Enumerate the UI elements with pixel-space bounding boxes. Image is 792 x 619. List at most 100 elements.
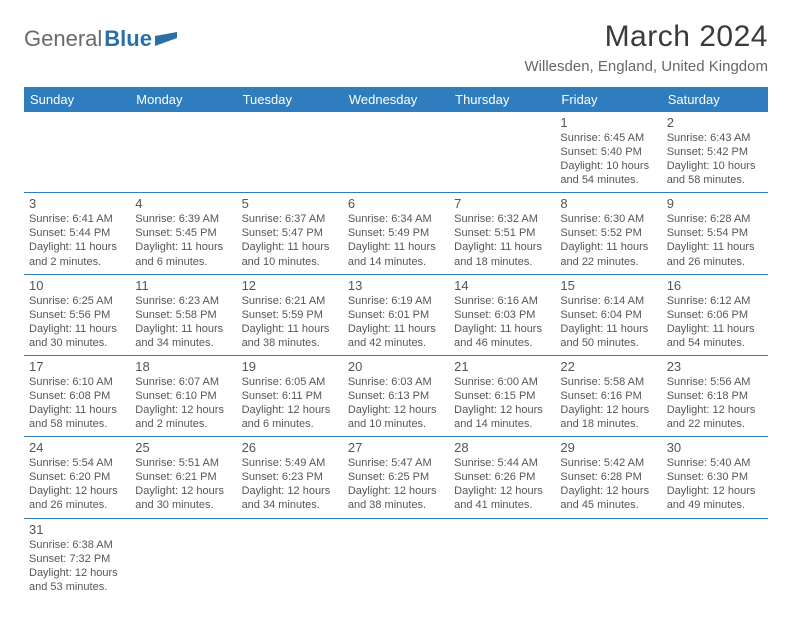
day-number: 14 — [454, 278, 550, 293]
day-detail: Daylight: 10 hours — [560, 159, 656, 173]
day-detail: Sunset: 5:56 PM — [29, 308, 125, 322]
day-detail: Daylight: 11 hours — [454, 322, 550, 336]
day-cell: 4Sunrise: 6:39 AMSunset: 5:45 PMDaylight… — [130, 193, 236, 274]
day-detail: Sunrise: 5:56 AM — [667, 375, 763, 389]
day-cell: 14Sunrise: 6:16 AMSunset: 6:03 PMDayligh… — [449, 274, 555, 355]
day-number: 16 — [667, 278, 763, 293]
weekday-header: Tuesday — [237, 87, 343, 112]
day-number: 21 — [454, 359, 550, 374]
day-detail: and 30 minutes. — [135, 498, 231, 512]
day-detail: Sunrise: 6:05 AM — [242, 375, 338, 389]
day-detail: Daylight: 11 hours — [454, 240, 550, 254]
day-cell: 13Sunrise: 6:19 AMSunset: 6:01 PMDayligh… — [343, 274, 449, 355]
day-cell: 9Sunrise: 6:28 AMSunset: 5:54 PMDaylight… — [662, 193, 768, 274]
day-number: 15 — [560, 278, 656, 293]
day-detail: and 30 minutes. — [29, 336, 125, 350]
day-cell: 29Sunrise: 5:42 AMSunset: 6:28 PMDayligh… — [555, 437, 661, 518]
day-number: 1 — [560, 115, 656, 130]
day-number: 23 — [667, 359, 763, 374]
day-number: 27 — [348, 440, 444, 455]
day-number: 8 — [560, 196, 656, 211]
day-detail: Sunset: 5:42 PM — [667, 145, 763, 159]
week-row: 31Sunrise: 6:38 AMSunset: 7:32 PMDayligh… — [24, 518, 768, 599]
day-detail: Daylight: 11 hours — [560, 240, 656, 254]
day-detail: Sunset: 6:18 PM — [667, 389, 763, 403]
day-detail: and 54 minutes. — [560, 173, 656, 187]
day-cell: 7Sunrise: 6:32 AMSunset: 5:51 PMDaylight… — [449, 193, 555, 274]
day-number: 7 — [454, 196, 550, 211]
day-detail: and 18 minutes. — [560, 417, 656, 431]
day-cell: 23Sunrise: 5:56 AMSunset: 6:18 PMDayligh… — [662, 355, 768, 436]
week-row: 3Sunrise: 6:41 AMSunset: 5:44 PMDaylight… — [24, 193, 768, 274]
day-detail: Sunrise: 6:25 AM — [29, 294, 125, 308]
weekday-row: Sunday Monday Tuesday Wednesday Thursday… — [24, 87, 768, 112]
day-cell: 16Sunrise: 6:12 AMSunset: 6:06 PMDayligh… — [662, 274, 768, 355]
day-number: 5 — [242, 196, 338, 211]
day-detail: Sunrise: 6:07 AM — [135, 375, 231, 389]
day-detail: Sunset: 6:23 PM — [242, 470, 338, 484]
day-detail: Sunrise: 5:51 AM — [135, 456, 231, 470]
day-detail: Sunset: 6:10 PM — [135, 389, 231, 403]
day-detail: Daylight: 11 hours — [242, 240, 338, 254]
day-detail: Sunrise: 6:03 AM — [348, 375, 444, 389]
day-detail: Sunset: 6:21 PM — [135, 470, 231, 484]
day-detail: Sunset: 6:04 PM — [560, 308, 656, 322]
day-cell — [343, 518, 449, 599]
day-number: 12 — [242, 278, 338, 293]
logo: General Blue — [24, 20, 177, 54]
day-number: 13 — [348, 278, 444, 293]
day-cell: 5Sunrise: 6:37 AMSunset: 5:47 PMDaylight… — [237, 193, 343, 274]
day-detail: and 53 minutes. — [29, 580, 125, 594]
day-detail: Sunset: 5:40 PM — [560, 145, 656, 159]
day-number: 19 — [242, 359, 338, 374]
weekday-header: Thursday — [449, 87, 555, 112]
day-cell: 15Sunrise: 6:14 AMSunset: 6:04 PMDayligh… — [555, 274, 661, 355]
day-cell: 6Sunrise: 6:34 AMSunset: 5:49 PMDaylight… — [343, 193, 449, 274]
weekday-header: Wednesday — [343, 87, 449, 112]
day-detail: Daylight: 11 hours — [29, 322, 125, 336]
week-row: 10Sunrise: 6:25 AMSunset: 5:56 PMDayligh… — [24, 274, 768, 355]
day-number: 4 — [135, 196, 231, 211]
day-cell: 20Sunrise: 6:03 AMSunset: 6:13 PMDayligh… — [343, 355, 449, 436]
day-number: 30 — [667, 440, 763, 455]
day-detail: Daylight: 11 hours — [135, 322, 231, 336]
day-detail: and 22 minutes. — [560, 255, 656, 269]
day-number: 22 — [560, 359, 656, 374]
weekday-header: Saturday — [662, 87, 768, 112]
day-detail: Sunset: 6:01 PM — [348, 308, 444, 322]
day-number: 18 — [135, 359, 231, 374]
day-detail: and 41 minutes. — [454, 498, 550, 512]
day-detail: Daylight: 11 hours — [348, 322, 444, 336]
day-detail: Sunrise: 5:40 AM — [667, 456, 763, 470]
day-cell: 18Sunrise: 6:07 AMSunset: 6:10 PMDayligh… — [130, 355, 236, 436]
day-detail: Sunset: 5:45 PM — [135, 226, 231, 240]
day-number: 26 — [242, 440, 338, 455]
logo-text-1: General — [24, 26, 102, 52]
day-detail: Sunrise: 5:47 AM — [348, 456, 444, 470]
day-detail: Sunset: 7:32 PM — [29, 552, 125, 566]
day-detail: Sunset: 6:03 PM — [454, 308, 550, 322]
day-detail: Daylight: 12 hours — [667, 484, 763, 498]
day-detail: Sunrise: 5:54 AM — [29, 456, 125, 470]
day-detail: Daylight: 12 hours — [560, 484, 656, 498]
day-detail: Sunset: 5:44 PM — [29, 226, 125, 240]
day-cell — [130, 112, 236, 193]
day-detail: and 38 minutes. — [348, 498, 444, 512]
day-detail: Daylight: 11 hours — [667, 240, 763, 254]
day-number: 25 — [135, 440, 231, 455]
day-detail: Sunrise: 6:16 AM — [454, 294, 550, 308]
day-detail: and 49 minutes. — [667, 498, 763, 512]
day-detail: Sunset: 6:08 PM — [29, 389, 125, 403]
day-detail: Sunrise: 5:58 AM — [560, 375, 656, 389]
day-detail: and 26 minutes. — [667, 255, 763, 269]
day-detail: Sunrise: 6:38 AM — [29, 538, 125, 552]
week-row: 24Sunrise: 5:54 AMSunset: 6:20 PMDayligh… — [24, 437, 768, 518]
day-cell: 19Sunrise: 6:05 AMSunset: 6:11 PMDayligh… — [237, 355, 343, 436]
day-cell: 24Sunrise: 5:54 AMSunset: 6:20 PMDayligh… — [24, 437, 130, 518]
day-detail: and 34 minutes. — [242, 498, 338, 512]
weekday-header: Sunday — [24, 87, 130, 112]
day-cell — [449, 112, 555, 193]
day-detail: and 34 minutes. — [135, 336, 231, 350]
day-detail: and 6 minutes. — [135, 255, 231, 269]
day-cell — [130, 518, 236, 599]
